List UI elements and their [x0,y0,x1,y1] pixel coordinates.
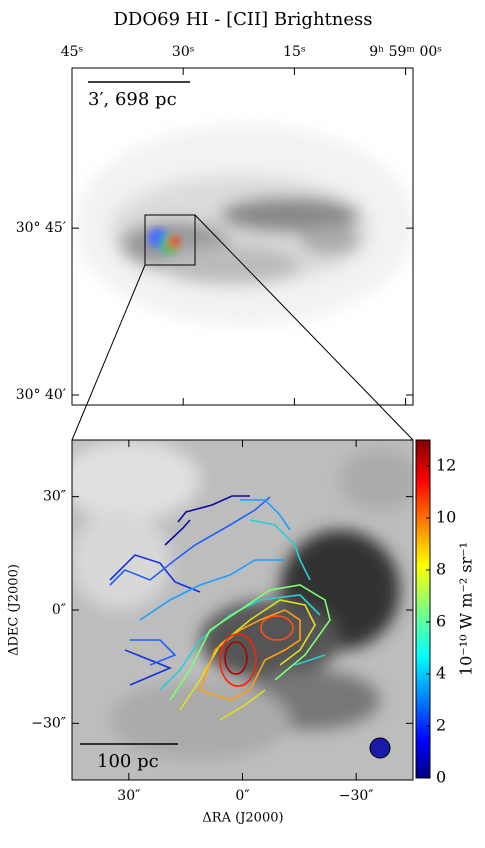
y-tick-label: −30″ [31,715,66,731]
x-tick-label: 9ʰ 59ᵐ 00ˢ [369,44,442,60]
x-tick-label: 0″ [235,788,249,804]
cii-map [72,440,413,780]
x-tick-label: 30ˢ [172,44,195,60]
colorbar-label: 10⁻¹⁰ W m⁻² sr⁻¹ [457,542,476,676]
y-tick-label: 30° 45′ [16,220,66,236]
zoom-line [194,214,414,441]
x-tick-label: 45ˢ [61,44,84,60]
colorbar-tick-label: 8 [436,560,446,579]
colorbar-tick-label: 0 [436,768,446,787]
zoom-line [71,264,146,441]
scale-bar-label: 3′, 698 pc [88,89,177,110]
x-tick-label: 15ˢ [283,44,306,60]
top-frame [71,67,414,406]
hi-map [72,68,413,405]
colorbar-tick-label: 4 [436,664,446,683]
x-tick-label: 30″ [117,788,140,804]
y-tick-label: 30″ [43,489,66,505]
beam [369,737,391,759]
y-axis-label: ΔDEC (J2000) [7,564,22,656]
x-tick-label: −30″ [339,788,374,804]
x-axis-label: ΔRA (J2000) [202,811,283,826]
colorbar-tick-label: 10 [436,508,456,527]
y-tick-label: 0″ [52,602,66,618]
colorbar-tick-label: 2 [436,716,446,735]
colorbar [415,439,431,779]
y-tick-label: 30° 40′ [16,387,66,403]
zoom-box [144,214,196,266]
scale-bar-label: 100 pc [97,751,159,772]
chart-title: DDO69 HI - [CII] Brightness [114,9,373,30]
colorbar-tick-label: 6 [436,612,446,631]
colorbar-tick-label: 12 [436,456,456,475]
